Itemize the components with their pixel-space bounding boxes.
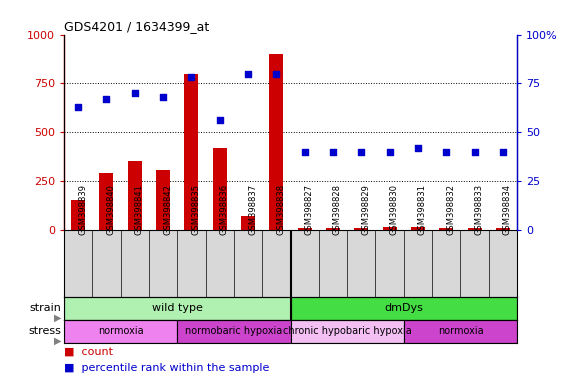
Bar — [411, 227, 425, 230]
Point — [385, 149, 394, 155]
Text: GSM398839: GSM398839 — [78, 184, 87, 235]
Bar — [184, 74, 199, 230]
Text: GSM398836: GSM398836 — [220, 184, 229, 235]
Text: GSM398834: GSM398834 — [503, 184, 512, 235]
Point — [159, 94, 168, 100]
Bar — [468, 228, 482, 230]
Point — [130, 90, 139, 96]
Text: GSM398840: GSM398840 — [106, 184, 116, 235]
Bar — [269, 54, 284, 230]
Text: normoxia: normoxia — [98, 326, 144, 336]
Text: GSM398833: GSM398833 — [475, 184, 483, 235]
Bar — [99, 173, 113, 230]
Text: GSM398829: GSM398829 — [361, 184, 370, 235]
Bar — [177, 319, 290, 343]
Text: ▶: ▶ — [53, 313, 61, 323]
Point — [272, 71, 281, 77]
Bar — [290, 296, 517, 319]
Point — [300, 149, 309, 155]
Text: GSM398831: GSM398831 — [418, 184, 427, 235]
Point — [357, 149, 366, 155]
Bar — [354, 228, 368, 230]
Text: GSM398832: GSM398832 — [446, 184, 456, 235]
Text: GSM398841: GSM398841 — [135, 184, 144, 235]
Point — [187, 74, 196, 81]
Point — [442, 149, 451, 155]
Bar — [297, 228, 312, 230]
Text: dmDys: dmDys — [385, 303, 423, 313]
Point — [102, 96, 111, 102]
Bar — [290, 319, 404, 343]
Bar — [439, 228, 453, 230]
Text: GSM398838: GSM398838 — [277, 184, 285, 235]
Text: wild type: wild type — [152, 303, 203, 313]
Text: ■  percentile rank within the sample: ■ percentile rank within the sample — [64, 363, 269, 373]
Point — [73, 104, 83, 110]
Point — [243, 71, 253, 77]
Bar — [326, 228, 340, 230]
Text: ▶: ▶ — [53, 336, 61, 346]
Bar — [64, 296, 290, 319]
Text: chronic hypobaric hypoxia: chronic hypobaric hypoxia — [283, 326, 411, 336]
Text: GDS4201 / 1634399_at: GDS4201 / 1634399_at — [64, 20, 209, 33]
Text: GSM398837: GSM398837 — [248, 184, 257, 235]
Text: strain: strain — [29, 303, 61, 313]
Text: ■  count: ■ count — [64, 346, 113, 356]
Text: GSM398828: GSM398828 — [333, 184, 342, 235]
Bar — [128, 161, 142, 230]
Bar — [382, 227, 397, 230]
Point — [413, 144, 422, 151]
Bar — [213, 147, 227, 230]
Bar — [241, 216, 255, 230]
Text: normoxia: normoxia — [437, 326, 483, 336]
Text: GSM398830: GSM398830 — [390, 184, 399, 235]
Bar — [496, 228, 510, 230]
Point — [215, 117, 224, 123]
Text: GSM398842: GSM398842 — [163, 184, 172, 235]
Bar — [156, 170, 170, 230]
Text: stress: stress — [28, 326, 61, 336]
Bar — [404, 319, 517, 343]
Text: normobaric hypoxia: normobaric hypoxia — [185, 326, 282, 336]
Text: GSM398827: GSM398827 — [304, 184, 314, 235]
Point — [328, 149, 338, 155]
Point — [470, 149, 479, 155]
Text: GSM398835: GSM398835 — [191, 184, 200, 235]
Bar — [64, 319, 177, 343]
Bar — [71, 200, 85, 230]
Point — [498, 149, 508, 155]
